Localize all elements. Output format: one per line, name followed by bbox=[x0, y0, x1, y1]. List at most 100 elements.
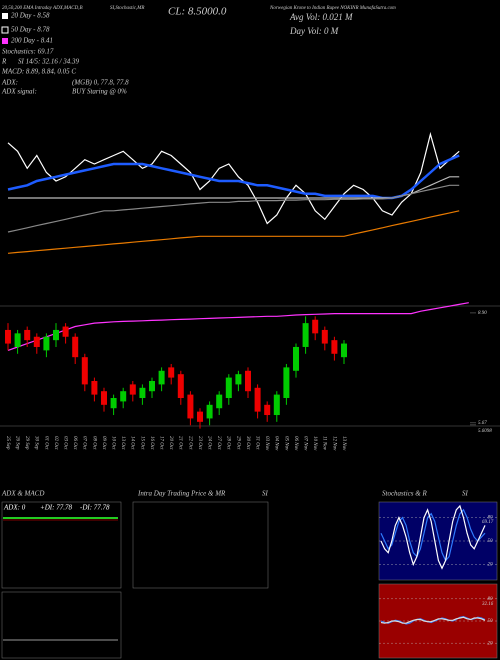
candle-body bbox=[245, 370, 251, 392]
panel-title: ADX & MACD bbox=[1, 490, 44, 498]
x-tick-label: 03 Oct bbox=[62, 436, 67, 450]
candle-body bbox=[62, 326, 69, 337]
x-tick-label: 11 Nov bbox=[322, 436, 327, 451]
candle-body bbox=[139, 387, 146, 399]
panel-title: Intra Day Trading Price & MR bbox=[137, 490, 226, 498]
candle-body bbox=[225, 377, 232, 399]
legend-swatch bbox=[1, 26, 9, 34]
x-tick-label: 05 Nov bbox=[283, 436, 288, 451]
candle-body bbox=[168, 367, 175, 378]
x-tick-label: 21 Oct bbox=[178, 436, 183, 450]
y-tick-label: 80 bbox=[488, 597, 494, 602]
intraday-panel bbox=[132, 501, 269, 589]
candle-body bbox=[312, 319, 319, 334]
x-tick-label: 08 Oct bbox=[91, 436, 96, 450]
indicator-text: ADX: 0 bbox=[3, 504, 26, 512]
candle-body bbox=[120, 391, 127, 402]
x-tick-label: 30 Sep bbox=[34, 436, 39, 450]
legend-text: SI 14/5: 32.16 / 34.39 bbox=[18, 58, 80, 66]
candle-body bbox=[110, 398, 117, 409]
candle-body bbox=[293, 346, 299, 371]
x-tick-label: 02 Oct bbox=[53, 436, 58, 450]
x-tick-label: 20 Oct bbox=[168, 436, 173, 450]
series-line bbox=[7, 184, 460, 233]
x-tick-label: 10 Nov bbox=[312, 436, 317, 451]
candle-body bbox=[24, 329, 31, 341]
x-tick-label: 07 Nov bbox=[302, 436, 307, 451]
x-tick-label: 29 Sep bbox=[24, 436, 29, 450]
y-tick-label: 80 bbox=[488, 516, 494, 521]
candle-body bbox=[177, 374, 184, 399]
candle-body bbox=[101, 391, 107, 405]
candle-body bbox=[158, 370, 165, 385]
candle-body bbox=[321, 329, 328, 344]
candle-body bbox=[91, 380, 98, 395]
x-tick-label: 07 Oct bbox=[82, 436, 87, 450]
x-tick-label: 23 Oct bbox=[197, 436, 202, 450]
x-tick-label: 24 Oct bbox=[206, 436, 211, 450]
x-tick-label: 06 Oct bbox=[72, 436, 77, 450]
panel-title: Stochastics & R bbox=[382, 490, 427, 498]
candle-body bbox=[187, 394, 194, 419]
legend-text: 200 Day - 8.41 bbox=[11, 37, 53, 45]
legend-text: ADX: bbox=[1, 79, 18, 87]
legend-swatch bbox=[2, 38, 8, 44]
candle-body bbox=[43, 336, 50, 351]
panel-title: SI bbox=[262, 490, 269, 498]
legend-text: R bbox=[1, 58, 7, 66]
candle-body bbox=[129, 384, 136, 395]
candle-body bbox=[254, 387, 261, 412]
x-tick-label: 25 Sep bbox=[5, 436, 10, 450]
header-text: Norwegian Krone to Indian Rupee NOKINR M… bbox=[269, 6, 396, 11]
candle-body bbox=[216, 394, 223, 409]
legend-text: MACD: 8.89, 8.84, 0.05 C bbox=[1, 68, 76, 76]
x-tick-label: 06 Nov bbox=[293, 436, 298, 451]
x-tick-label: 10 Oct bbox=[110, 436, 115, 450]
series-line bbox=[7, 302, 469, 351]
x-tick-label: 27 Oct bbox=[216, 436, 221, 450]
x-tick-label: 12 Nov bbox=[331, 436, 336, 451]
y-tick-label: 50 bbox=[488, 539, 494, 544]
legend-text: Stochastics: 69.17 bbox=[2, 48, 54, 56]
x-tick-label: 22 Oct bbox=[187, 436, 192, 450]
candle-body bbox=[81, 357, 88, 385]
candle-body bbox=[283, 367, 290, 399]
x-tick-label: 09 Oct bbox=[101, 436, 106, 450]
candle-body bbox=[149, 380, 155, 392]
x-tick-label: 03 Nov bbox=[264, 436, 269, 451]
candle-body bbox=[53, 329, 59, 341]
candle-body bbox=[72, 336, 79, 358]
y-tick-label: 5.67 bbox=[478, 421, 487, 426]
volume-text: Avg Vol: 0.021 M bbox=[289, 12, 353, 22]
x-tick-label: 13 Oct bbox=[120, 436, 125, 450]
series-line bbox=[8, 176, 460, 199]
adx-panel bbox=[1, 501, 122, 589]
x-tick-label: 13 Nov bbox=[341, 436, 346, 451]
series-line bbox=[380, 615, 486, 625]
series-line bbox=[380, 504, 486, 570]
y-tick-label: 20 bbox=[488, 563, 494, 568]
candle-body bbox=[235, 374, 242, 385]
header-text: SI,Stochastic,MR bbox=[110, 6, 144, 11]
candle-body bbox=[33, 336, 40, 347]
series-line bbox=[380, 616, 486, 624]
candle-body bbox=[341, 343, 347, 358]
x-tick-label: 14 Oct bbox=[130, 436, 135, 450]
candle-body bbox=[273, 394, 280, 416]
indicator-text: -DI: 77.78 bbox=[80, 504, 110, 512]
series-line bbox=[7, 131, 460, 225]
volume-text: Day Vol: 0 M bbox=[289, 26, 339, 36]
header-text: 20,50,200 EMA Intraday ADX,MACD,B bbox=[2, 6, 83, 11]
x-tick-label: 29 Oct bbox=[235, 436, 240, 450]
legend-text: 20 Day - 8.58 bbox=[11, 12, 50, 20]
legend-text: 50 Day - 8.78 bbox=[11, 26, 50, 34]
legend-text: ADX signal: bbox=[1, 88, 37, 96]
legend-swatch bbox=[2, 13, 8, 19]
x-tick-label: 17 Oct bbox=[158, 436, 163, 450]
candle-body bbox=[264, 404, 271, 416]
y-tick-label: 50 bbox=[488, 619, 494, 624]
x-tick-label: 28 Oct bbox=[226, 436, 231, 450]
annotation: 32.16 bbox=[482, 602, 494, 607]
x-tick-label: 15 Oct bbox=[139, 436, 144, 450]
